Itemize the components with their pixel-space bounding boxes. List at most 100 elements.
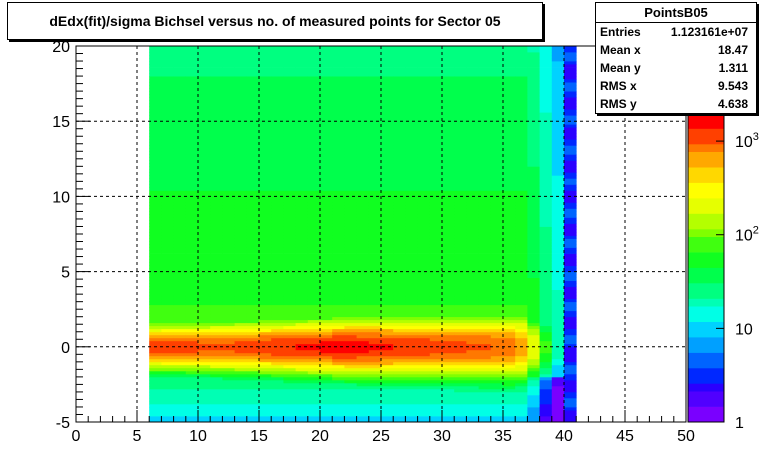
- heatmap-cell: [332, 202, 345, 206]
- heatmap-cell: [564, 404, 577, 408]
- heatmap-cell: [442, 109, 455, 113]
- heatmap-cell: [442, 289, 455, 293]
- heatmap-cell: [295, 283, 309, 287]
- heatmap-cell: [466, 118, 479, 122]
- heatmap-cell: [490, 202, 504, 206]
- heatmap-cell: [478, 419, 492, 423]
- heatmap-cell: [478, 334, 492, 339]
- heatmap-cell: [173, 46, 187, 50]
- heatmap-cell: [478, 244, 492, 248]
- heatmap-cell: [564, 64, 577, 68]
- heatmap-cell: [442, 280, 455, 284]
- heatmap-cell: [161, 208, 174, 212]
- heatmap-cell: [222, 325, 235, 330]
- heatmap-cell: [381, 343, 394, 348]
- heatmap-cell: [222, 376, 235, 381]
- heatmap-cell: [271, 277, 284, 281]
- heatmap-cell: [515, 301, 528, 306]
- heatmap-cell: [539, 244, 553, 248]
- heatmap-cell: [368, 85, 382, 89]
- heatmap-cell: [210, 394, 223, 399]
- heatmap-cell: [185, 220, 199, 224]
- heatmap-cell: [173, 313, 187, 318]
- heatmap-cell: [466, 310, 479, 315]
- heatmap-cell: [551, 253, 565, 257]
- heatmap-cell: [259, 253, 272, 257]
- heatmap-cell: [478, 181, 492, 185]
- heatmap-cell: [466, 388, 479, 393]
- heatmap-cell: [283, 115, 296, 119]
- heatmap-cell: [478, 304, 492, 309]
- heatmap-cell: [161, 283, 174, 287]
- heatmap-cell: [381, 163, 394, 167]
- heatmap-cell: [564, 52, 577, 56]
- heatmap-cell: [564, 265, 577, 269]
- heatmap-cell: [356, 208, 370, 212]
- heatmap-cell: [405, 157, 418, 161]
- heatmap-cell: [332, 325, 345, 330]
- heatmap-cell: [478, 76, 492, 80]
- heatmap-cell: [185, 103, 199, 107]
- heatmap-cell: [368, 419, 382, 423]
- heatmap-cell: [356, 205, 370, 209]
- heatmap-cell: [356, 410, 370, 414]
- heatmap-cell: [259, 205, 272, 209]
- heatmap-cell: [564, 346, 577, 351]
- heatmap-cell: [503, 124, 516, 128]
- heatmap-cell: [466, 85, 479, 89]
- heatmap-cell: [478, 202, 492, 206]
- heatmap-cell: [417, 404, 431, 408]
- heatmap-cell: [442, 157, 455, 161]
- heatmap-cell: [344, 223, 357, 227]
- heatmap-cell: [234, 214, 248, 218]
- heatmap-cell: [344, 187, 357, 191]
- heatmap-cell: [381, 289, 394, 293]
- heatmap-cell: [539, 151, 553, 155]
- heatmap-cell: [551, 355, 565, 360]
- heatmap-cell: [490, 307, 504, 312]
- heatmap-cell: [173, 115, 187, 119]
- heatmap-cell: [405, 217, 418, 221]
- heatmap-cell: [478, 319, 492, 324]
- x-tick-label: 10: [189, 428, 207, 445]
- heatmap-cell: [429, 172, 443, 176]
- heatmap-cell: [344, 130, 357, 134]
- heatmap-cell: [490, 61, 504, 65]
- heatmap-cell: [185, 175, 199, 179]
- heatmap-cell: [307, 151, 321, 155]
- heatmap-cell: [185, 91, 199, 95]
- heatmap-cell: [527, 163, 540, 167]
- heatmap-cell: [344, 133, 357, 137]
- heatmap-cell: [381, 319, 394, 324]
- heatmap-cell: [417, 373, 431, 378]
- heatmap-cell: [368, 94, 382, 98]
- heatmap-cell: [527, 181, 540, 185]
- heatmap-cell: [307, 172, 321, 176]
- heatmap-cell: [344, 268, 357, 272]
- heatmap-cell: [466, 391, 479, 396]
- heatmap-cell: [393, 310, 406, 315]
- heatmap-cell: [551, 373, 565, 378]
- heatmap-cell: [356, 232, 370, 236]
- heatmap-cell: [527, 205, 540, 209]
- heatmap-cell: [185, 316, 199, 321]
- heatmap-cell: [466, 334, 479, 339]
- heatmap-cell: [454, 76, 467, 80]
- heatmap-cell: [210, 220, 223, 224]
- heatmap-cell: [539, 259, 553, 263]
- heatmap-cell: [405, 400, 418, 405]
- heatmap-cell: [454, 382, 467, 387]
- heatmap-cell: [234, 199, 248, 203]
- heatmap-cell: [259, 331, 272, 336]
- heatmap-cell: [368, 355, 382, 360]
- heatmap-cell: [344, 247, 357, 251]
- heatmap-cell: [149, 100, 162, 104]
- heatmap-cell: [405, 289, 418, 293]
- heatmap-cell: [381, 52, 394, 56]
- heatmap-cell: [246, 292, 260, 297]
- heatmap-cell: [344, 190, 357, 194]
- heatmap-cell: [295, 100, 309, 104]
- heatmap-cell: [503, 419, 516, 423]
- heatmap-cell: [210, 416, 223, 420]
- heatmap-cell: [429, 52, 443, 56]
